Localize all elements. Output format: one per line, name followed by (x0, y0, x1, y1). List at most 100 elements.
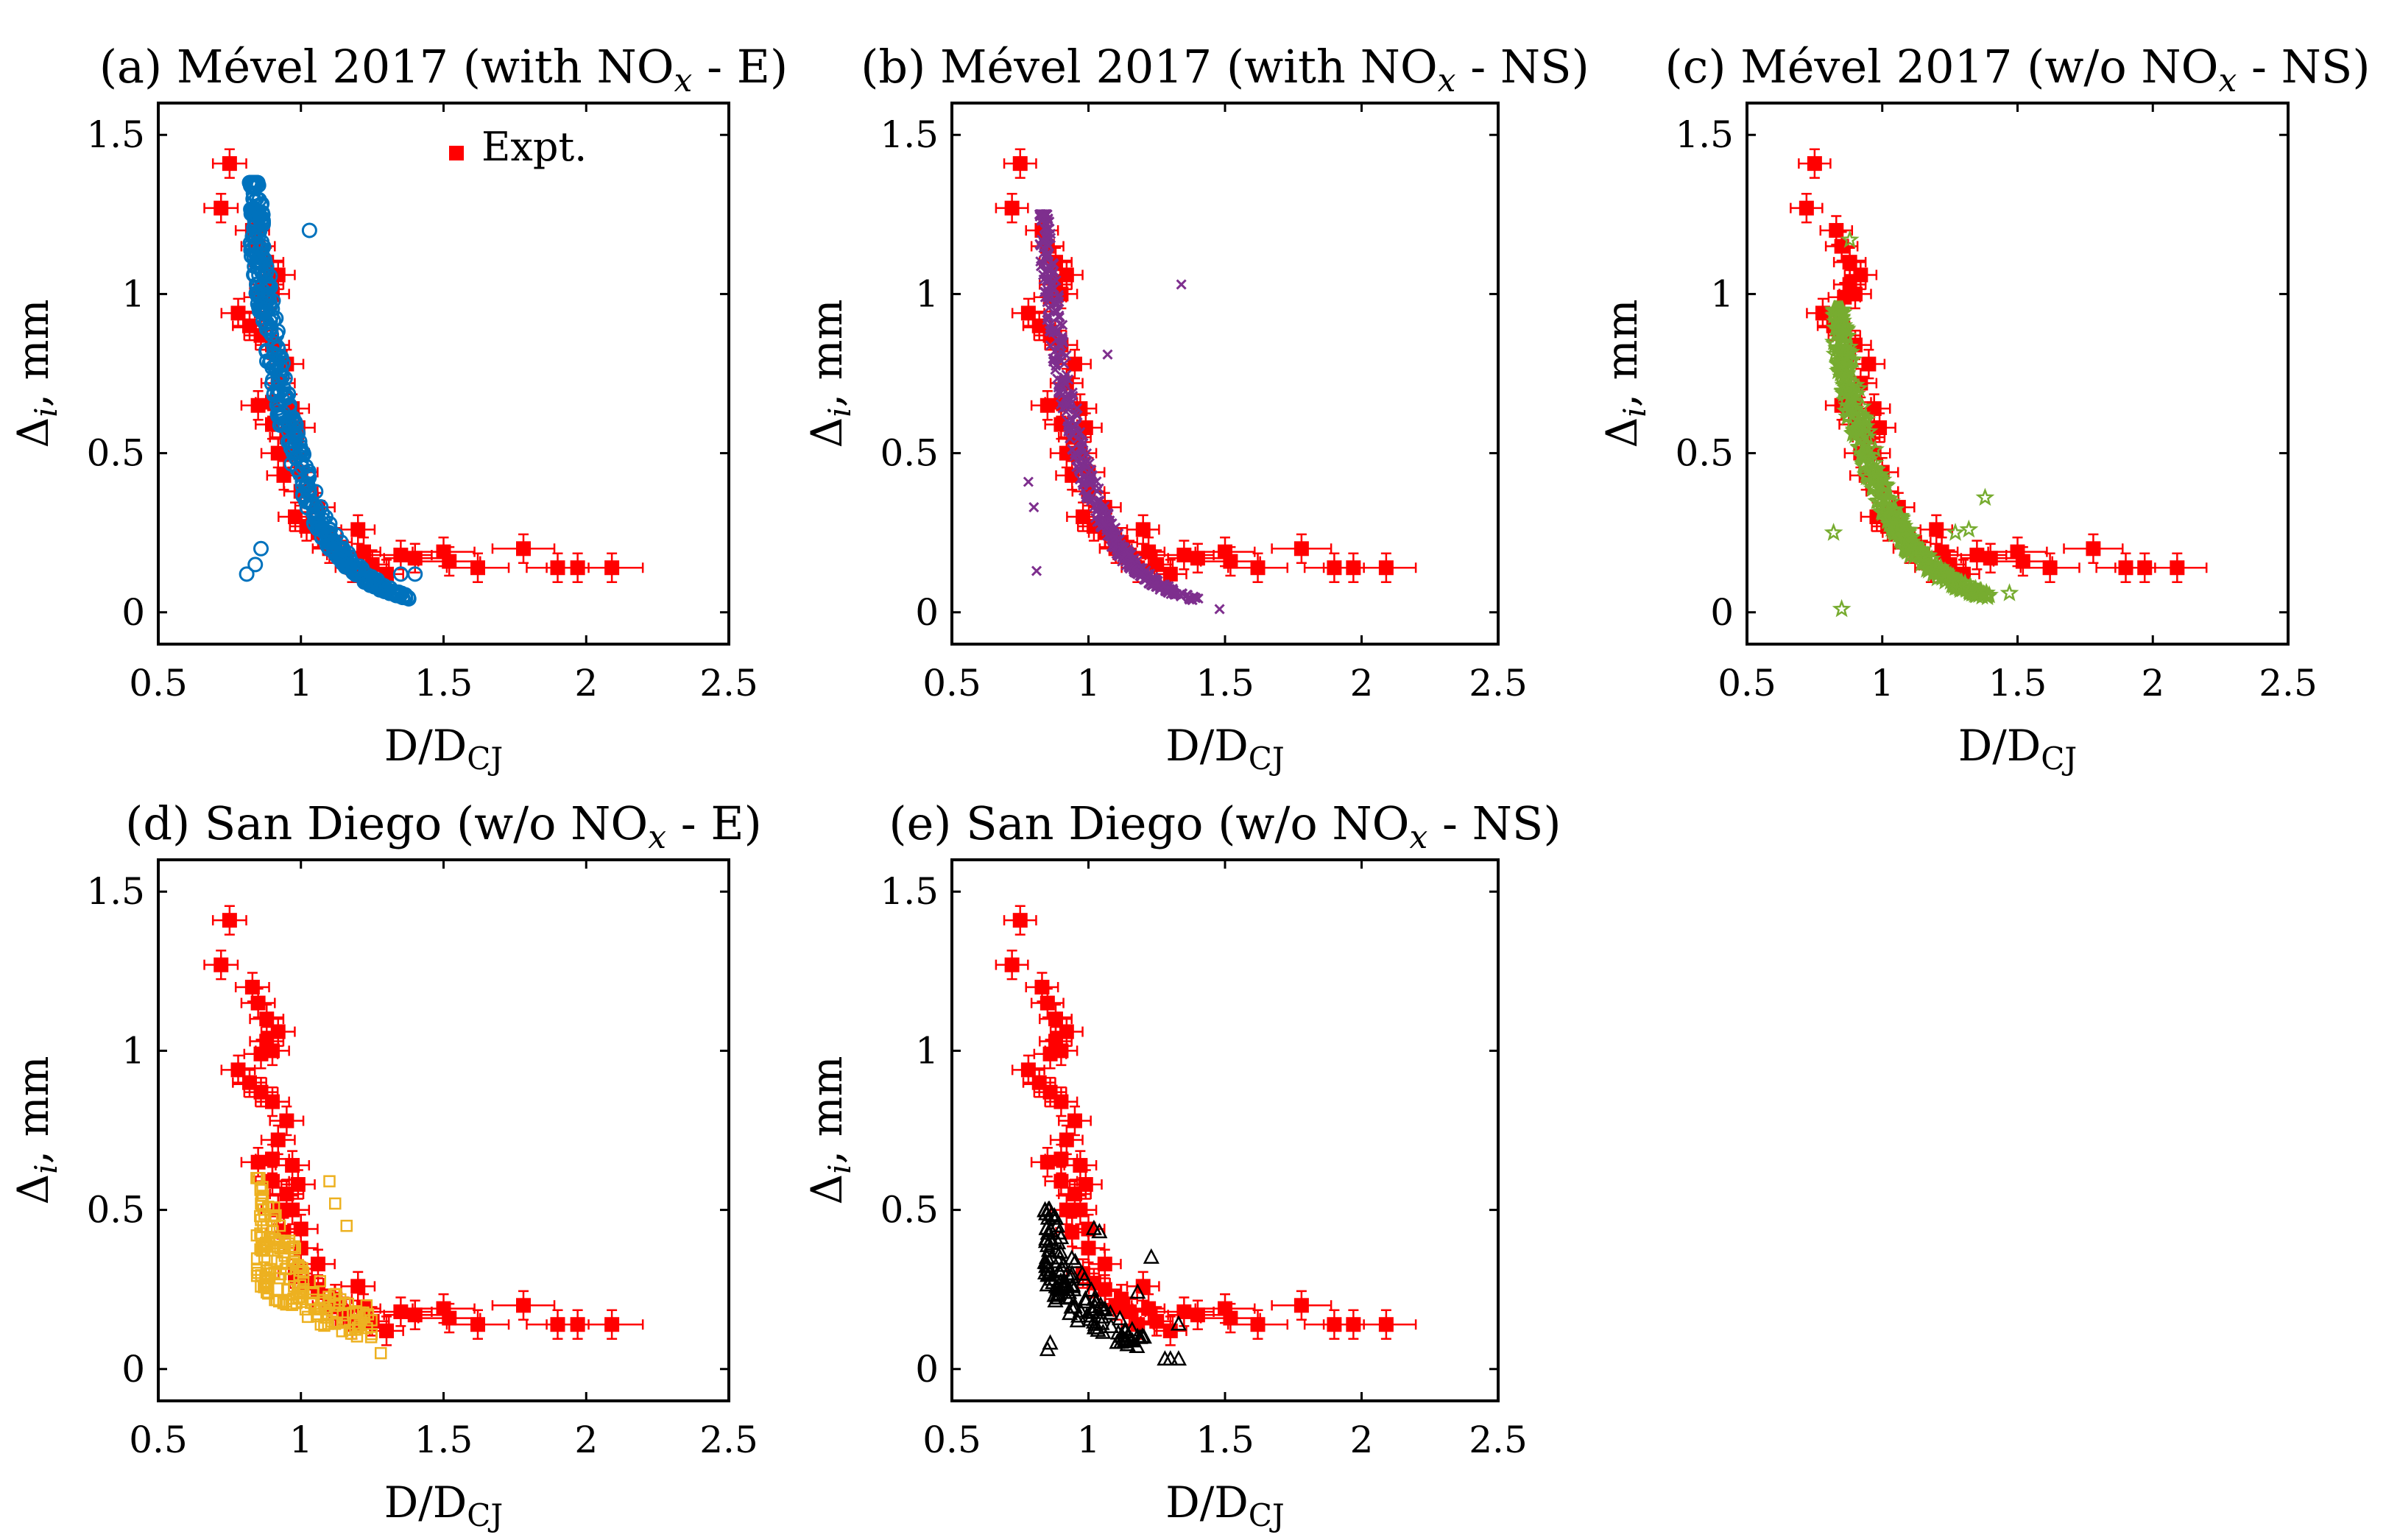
sim-point (1837, 327, 1857, 345)
sim-point (1053, 382, 1064, 393)
y-axis-label-sub: i (1617, 407, 1653, 417)
sim-point (1949, 576, 1969, 594)
sim-series (1824, 230, 2019, 618)
expt-point (1059, 1024, 1074, 1039)
y-tick-label: 0 (121, 1348, 145, 1391)
expt-point (250, 995, 266, 1011)
sim-point (1170, 1315, 1187, 1331)
sim-point (1912, 545, 1932, 565)
expt-point (2015, 554, 2030, 569)
expt-point (1293, 541, 1309, 557)
x-tick-label: 2 (1350, 1419, 1374, 1461)
expt-point (1934, 544, 1949, 559)
sim-point (323, 1175, 336, 1187)
x-tick-label: 1 (289, 1419, 313, 1461)
sim-point (1081, 448, 1093, 459)
sim-point (1999, 583, 2019, 601)
sim-point (1850, 430, 1870, 448)
panel-title-part: (b) Mével 2017 (with NO (861, 40, 1437, 93)
expt-point (290, 1177, 306, 1192)
expt-point (1122, 1304, 1137, 1319)
sim-point (1832, 311, 1851, 330)
x-tick-label: 2.5 (699, 662, 758, 704)
x-tick-label: 2 (1350, 662, 1374, 704)
expt-point (1378, 560, 1394, 576)
expt-point (222, 156, 237, 172)
y-axis-label: Δi, mm (8, 299, 64, 448)
expt-point (350, 1279, 366, 1294)
sim-point (294, 1279, 307, 1292)
sim-point (1184, 594, 1195, 605)
sim-point (1871, 467, 1891, 486)
sim-point (1054, 319, 1065, 330)
sim-point (272, 384, 289, 400)
sim-point (1825, 334, 1844, 353)
x-tick-label: 2.5 (1469, 662, 1528, 704)
sim-point (286, 1257, 299, 1270)
sim-point (1088, 483, 1099, 494)
sim-point (280, 386, 297, 403)
y-axis-label-sub: i (822, 1164, 858, 1173)
sim-point (300, 477, 316, 493)
legend-marker (449, 146, 464, 160)
x-tick-label: 1.5 (1196, 662, 1254, 704)
sim-point (250, 1252, 264, 1265)
x-tick-label: 1.5 (414, 1419, 473, 1461)
expt-point (2170, 560, 2185, 576)
x-axis-label-main: D/D (1958, 721, 2041, 771)
sim-point (254, 247, 270, 264)
sim-point (248, 229, 264, 245)
y-tick-label: 0 (121, 591, 145, 634)
sim-point (280, 434, 297, 450)
sim-point (1075, 426, 1086, 438)
sim-point (1093, 495, 1104, 506)
expt-point (288, 509, 303, 525)
sim-point (1109, 1324, 1127, 1340)
expt-point (1853, 267, 1868, 283)
expt-point (1162, 1323, 1178, 1338)
sim-point (1091, 476, 1102, 487)
sim-point (329, 1288, 342, 1301)
expt-point (1929, 522, 1944, 537)
y-axis-label: Δi, mm (802, 299, 858, 448)
expt-point (1012, 156, 1028, 172)
sim-point (1959, 519, 1979, 538)
expt-point (1141, 1301, 1157, 1316)
sim-point (1867, 459, 1886, 478)
sim-point (1097, 504, 1108, 516)
sim-point (1070, 408, 1081, 419)
sim-point (1053, 289, 1065, 301)
sim-point (1143, 1248, 1160, 1264)
x-tick-label: 2.5 (1469, 1419, 1528, 1461)
sim-point (239, 566, 255, 582)
expt-point (1097, 1282, 1112, 1297)
expt-point (1250, 1317, 1266, 1332)
y-axis-label-main: Δ (802, 417, 852, 448)
sim-point (1833, 381, 1853, 399)
panel-title: (e) San Diego (w/o NOx - NS) (889, 797, 1561, 856)
expt-point (604, 560, 620, 576)
x-axis-label-main: D/D (384, 1477, 467, 1527)
y-tick-label: 1.5 (880, 870, 939, 913)
expt-point (222, 913, 237, 928)
expt-point (242, 1075, 257, 1090)
x-axis-label-sub: CJ (1249, 1497, 1285, 1533)
sim-point (1832, 358, 1852, 377)
y-axis-label-main: Δ (8, 417, 58, 448)
sim-point (295, 445, 311, 461)
panel-e: (e) San Diego (w/o NOx - NS) 0.5 1 1.5 2 2.5 0… (802, 797, 1561, 1533)
panel-title-part: - E) (666, 797, 762, 850)
sim-point (1873, 501, 1893, 520)
sim-point (261, 1282, 275, 1295)
sim-point (1051, 1262, 1067, 1278)
sim-point (1825, 300, 1845, 318)
sim-point (1056, 382, 1067, 393)
sim-point (1975, 487, 1995, 506)
panel-title-part: (a) Mével 2017 (with NO (99, 40, 674, 93)
sim-point (1049, 1285, 1066, 1301)
sim-point (1065, 1280, 1082, 1296)
expt-point (253, 1084, 269, 1100)
sim-point (1836, 400, 1856, 420)
panel-title-part: (d) San Diego (w/o NO (125, 797, 648, 850)
sim-point (1214, 604, 1225, 615)
